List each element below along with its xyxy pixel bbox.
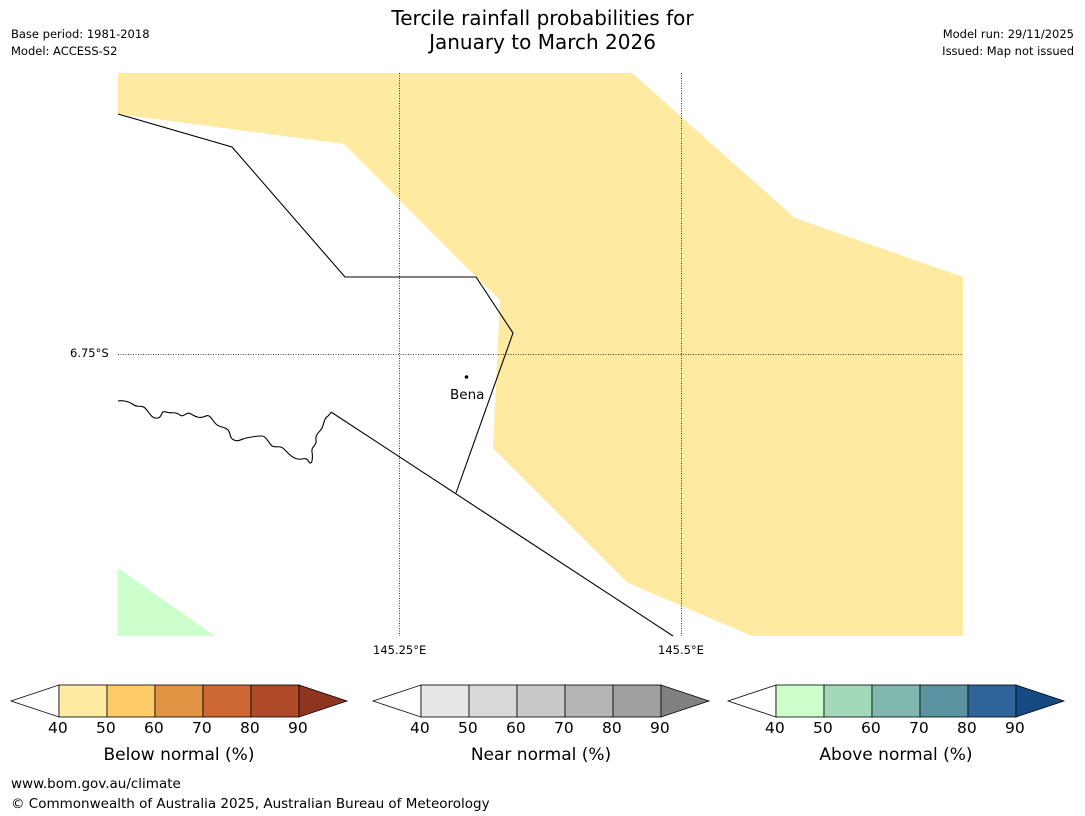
cb-near-swatch-50-60 [468,684,518,718]
province-boundary-south [330,411,674,637]
model-run-text: Model run: 29/11/2025 [942,27,1074,41]
bena-town-marker [464,375,469,379]
map-title: Tercile rainfall probabilities for Janua… [0,6,1085,54]
lat-label: 6.75°S [70,346,109,360]
cb-above-swatch-50-60 [823,684,873,718]
cb-above-tick-40: 40 [765,719,785,737]
cb-near-tick-50: 50 [458,719,478,737]
cb-below-tick-70: 70 [192,719,212,737]
cb-near-swatch-80-90 [612,684,662,718]
cb-above-title: Above normal (%) [819,745,973,765]
cb-near-extend-max [660,684,711,718]
cb-near-tick-60: 60 [506,719,526,737]
province-boundary-north [117,113,514,494]
cb-below-tick-90: 90 [288,719,308,737]
footer-url[interactable]: www.bom.gov.au/climate [11,776,181,792]
cb-near-tick-90: 90 [650,719,670,737]
cb-below-title: Below normal (%) [103,745,255,765]
cb-below-extend-max [298,684,349,718]
cb-near-title: Near normal (%) [470,745,612,765]
meta-left: Base period: 1981-2018 Model: ACCESS-S2 [11,26,150,60]
cb-above-extend-max [1015,684,1066,718]
issued-text: Issued: Map not issued [942,44,1074,58]
meta-right: Model run: 29/11/2025 Issued: Map not is… [942,26,1074,60]
cb-above-swatch-40-50 [775,684,825,718]
title-line-2: January to March 2026 [429,30,656,54]
cb-near-swatch-60-70 [516,684,566,718]
lon-label-145-25: 145.25°E [373,643,427,657]
cb-below-swatch-60-70 [154,684,204,718]
cb-below-swatch-80-90 [250,684,300,718]
model-text: Model: ACCESS-S2 [11,44,118,58]
cb-above-tick-80: 80 [957,719,977,737]
cb-below-swatch-50-60 [106,684,156,718]
bena-label: Bena [450,387,485,403]
lon-label-145-5: 145.5°E [658,643,704,657]
title-line-1: Tercile rainfall probabilities for [391,6,694,30]
cb-above-swatch-80-90 [967,684,1017,718]
cb-below-tick-80: 80 [240,719,260,737]
cb-above-extend-min [726,684,777,718]
cb-above-swatch-70-80 [919,684,969,718]
cb-above-tick-50: 50 [813,719,833,737]
base-period-text: Base period: 1981-2018 [11,27,150,41]
cb-above-tick-70: 70 [909,719,929,737]
cb-near-tick-40: 40 [410,719,430,737]
footer-copyright: © Commonwealth of Australia 2025, Austra… [11,796,490,812]
cb-near-swatch-70-80 [564,684,614,718]
cb-above-tick-90: 90 [1005,719,1025,737]
cb-near-swatch-40-50 [420,684,470,718]
cb-below-tick-60: 60 [144,719,164,737]
cb-near-tick-80: 80 [602,719,622,737]
cb-above-tick-60: 60 [861,719,881,737]
river-line [117,400,332,464]
cb-below-tick-50: 50 [96,719,116,737]
footer: www.bom.gov.au/climate © Commonwealth of… [11,774,490,814]
cb-above-swatch-60-70 [871,684,921,718]
cb-below-tick-40: 40 [48,719,68,737]
cb-below-swatch-70-80 [202,684,252,718]
cb-near-tick-70: 70 [554,719,574,737]
above-normal-region [118,568,215,636]
